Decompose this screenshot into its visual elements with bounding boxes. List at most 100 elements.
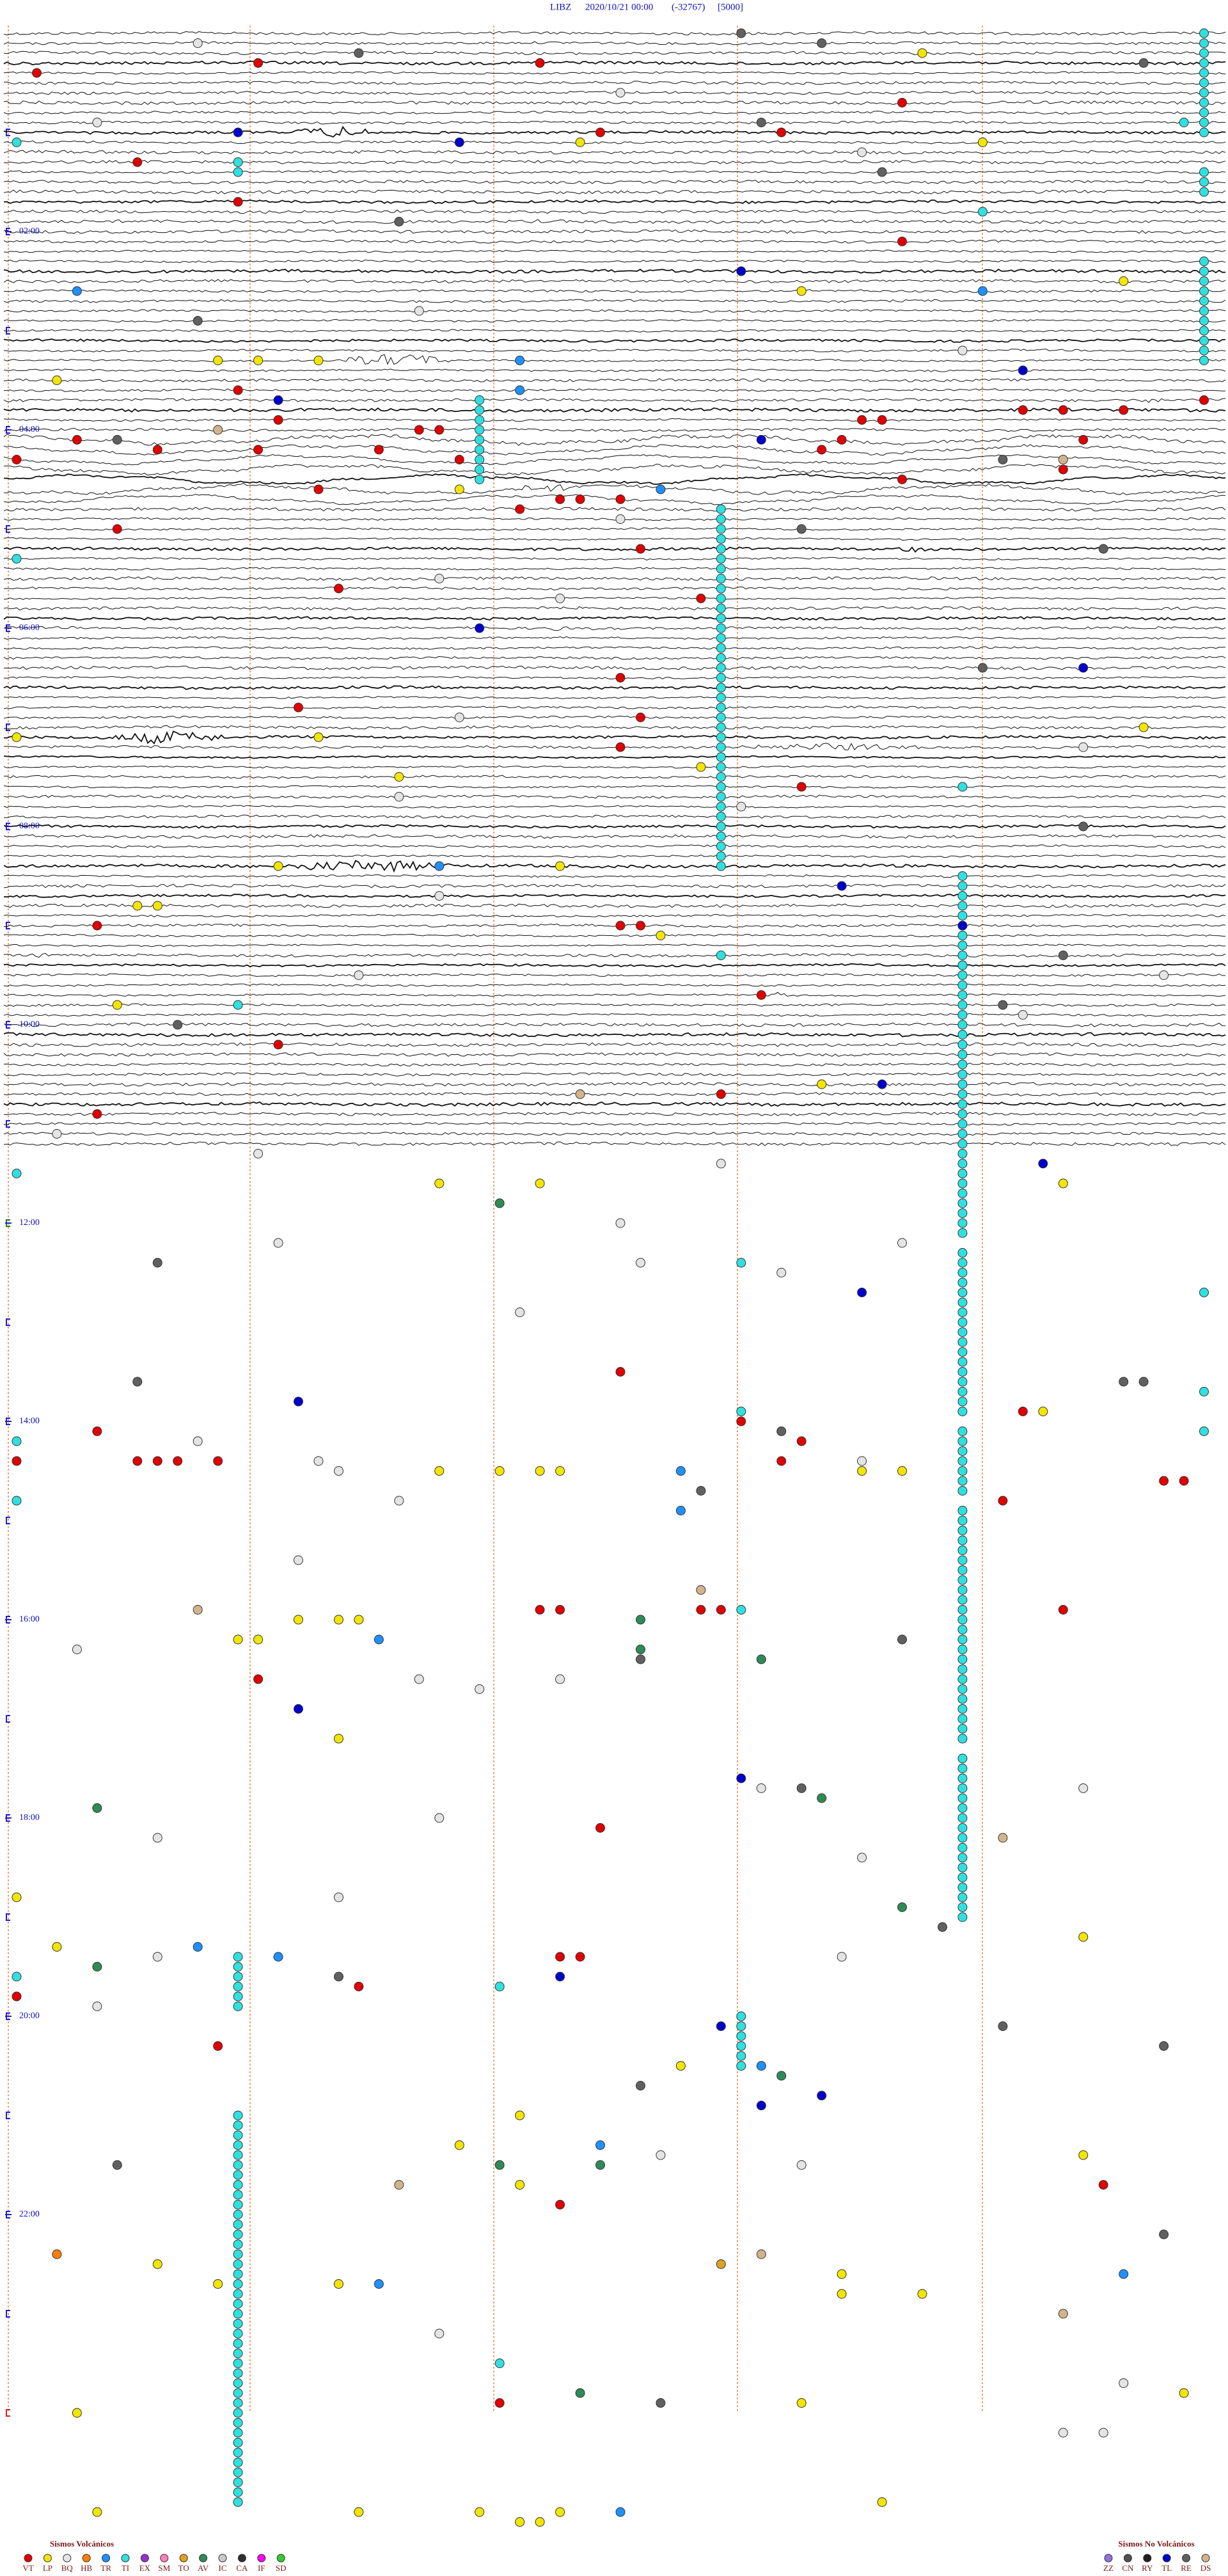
event-dot (957, 1902, 968, 1912)
event-dot (515, 356, 525, 365)
event-dot (233, 1634, 243, 1645)
event-dot (957, 1129, 968, 1139)
trace (3, 427, 1226, 432)
code: (-32767) (672, 2, 705, 12)
event-dot (494, 1982, 505, 1991)
trace (3, 923, 1226, 928)
event-dot (555, 861, 565, 871)
event-dot (957, 1337, 968, 1347)
trace (3, 269, 1225, 274)
event-dot (233, 2249, 243, 2259)
event-dot (233, 1972, 243, 1982)
event-dot (1199, 395, 1209, 405)
event-dot (957, 782, 968, 792)
event-dot (233, 2428, 243, 2438)
event-dot (756, 1783, 766, 1793)
event-dot (112, 2160, 122, 2170)
event-dot (152, 2259, 162, 2269)
event-dot (555, 1972, 565, 1982)
event-dot (957, 1506, 968, 1515)
event-dot (152, 901, 162, 911)
event-dot (1199, 187, 1209, 197)
event-dot (515, 504, 525, 514)
event-dot (957, 1387, 968, 1396)
event-dot (957, 1248, 968, 1258)
event-dot (1199, 88, 1209, 98)
event-dot (233, 2130, 243, 2140)
event-dot (233, 2497, 243, 2507)
event-dot (957, 1030, 968, 1039)
legend-swatch (140, 2554, 149, 2563)
event-dot (716, 851, 726, 861)
event-dot (475, 455, 485, 464)
event-dot (1058, 951, 1068, 960)
trace (3, 805, 1226, 809)
trace (3, 1101, 1226, 1107)
trace (3, 473, 1226, 486)
event-dot (555, 1466, 565, 1476)
trace (3, 288, 1226, 293)
event-dot (957, 1714, 968, 1724)
trace (3, 695, 1226, 699)
legend-swatch (82, 2554, 91, 2563)
event-dot (475, 464, 485, 475)
event-dot (957, 1545, 968, 1555)
event-dot (1159, 2041, 1169, 2051)
event-dot (233, 2477, 243, 2487)
event-dot (957, 1843, 968, 1853)
event-dot (957, 1189, 968, 1198)
event-dot (52, 1942, 62, 1952)
event-dot (12, 1169, 22, 1178)
event-dot (716, 693, 726, 702)
event-dot (1119, 1377, 1129, 1387)
trace (3, 1003, 1226, 1007)
event-dot (1159, 970, 1169, 980)
event-dot (636, 1654, 645, 1664)
event-dot (636, 2081, 645, 2090)
event-dot (273, 395, 283, 405)
trace (3, 665, 1226, 670)
event-dot (233, 2259, 243, 2269)
event-dot (957, 1535, 968, 1545)
event-dot (555, 2200, 565, 2209)
event-dot (1078, 2150, 1089, 2160)
event-dot (1159, 2229, 1169, 2240)
event-dot (273, 1952, 283, 1962)
event-dot (475, 623, 485, 633)
event-dot (656, 931, 666, 940)
event-dot (957, 970, 968, 980)
event-dot (233, 2209, 243, 2220)
trace (3, 1063, 1226, 1067)
event-dot (394, 2180, 404, 2190)
event-dot (152, 1952, 162, 1962)
event-dot (334, 583, 343, 594)
legend-swatch (1104, 2554, 1113, 2563)
event-dot (233, 2467, 243, 2477)
event-dot (1199, 1288, 1209, 1297)
event-dot (837, 2289, 847, 2299)
trace (3, 249, 1226, 253)
event-dot (233, 2150, 243, 2160)
trace (3, 51, 1226, 56)
legend-label: RE (1181, 2563, 1192, 2573)
trace (3, 354, 1226, 365)
event-dot (1199, 306, 1209, 316)
event-dot (1199, 1387, 1209, 1396)
event-dot (957, 1407, 968, 1416)
legend-swatch (43, 2554, 52, 2563)
event-dot (957, 1526, 968, 1535)
event-dot (736, 802, 746, 812)
event-dot (636, 921, 645, 931)
trace (3, 883, 1226, 889)
event-dot (12, 455, 22, 464)
event-dot (1098, 2180, 1108, 2190)
event-dot (756, 435, 766, 445)
hour-marker (6, 723, 10, 731)
event-dot (957, 1119, 968, 1129)
event-dot (957, 1070, 968, 1079)
event-dot (1199, 98, 1209, 107)
trace (3, 860, 1226, 873)
event-dot (957, 1258, 968, 1268)
event-dot (615, 88, 626, 98)
event-dot (515, 2517, 525, 2527)
